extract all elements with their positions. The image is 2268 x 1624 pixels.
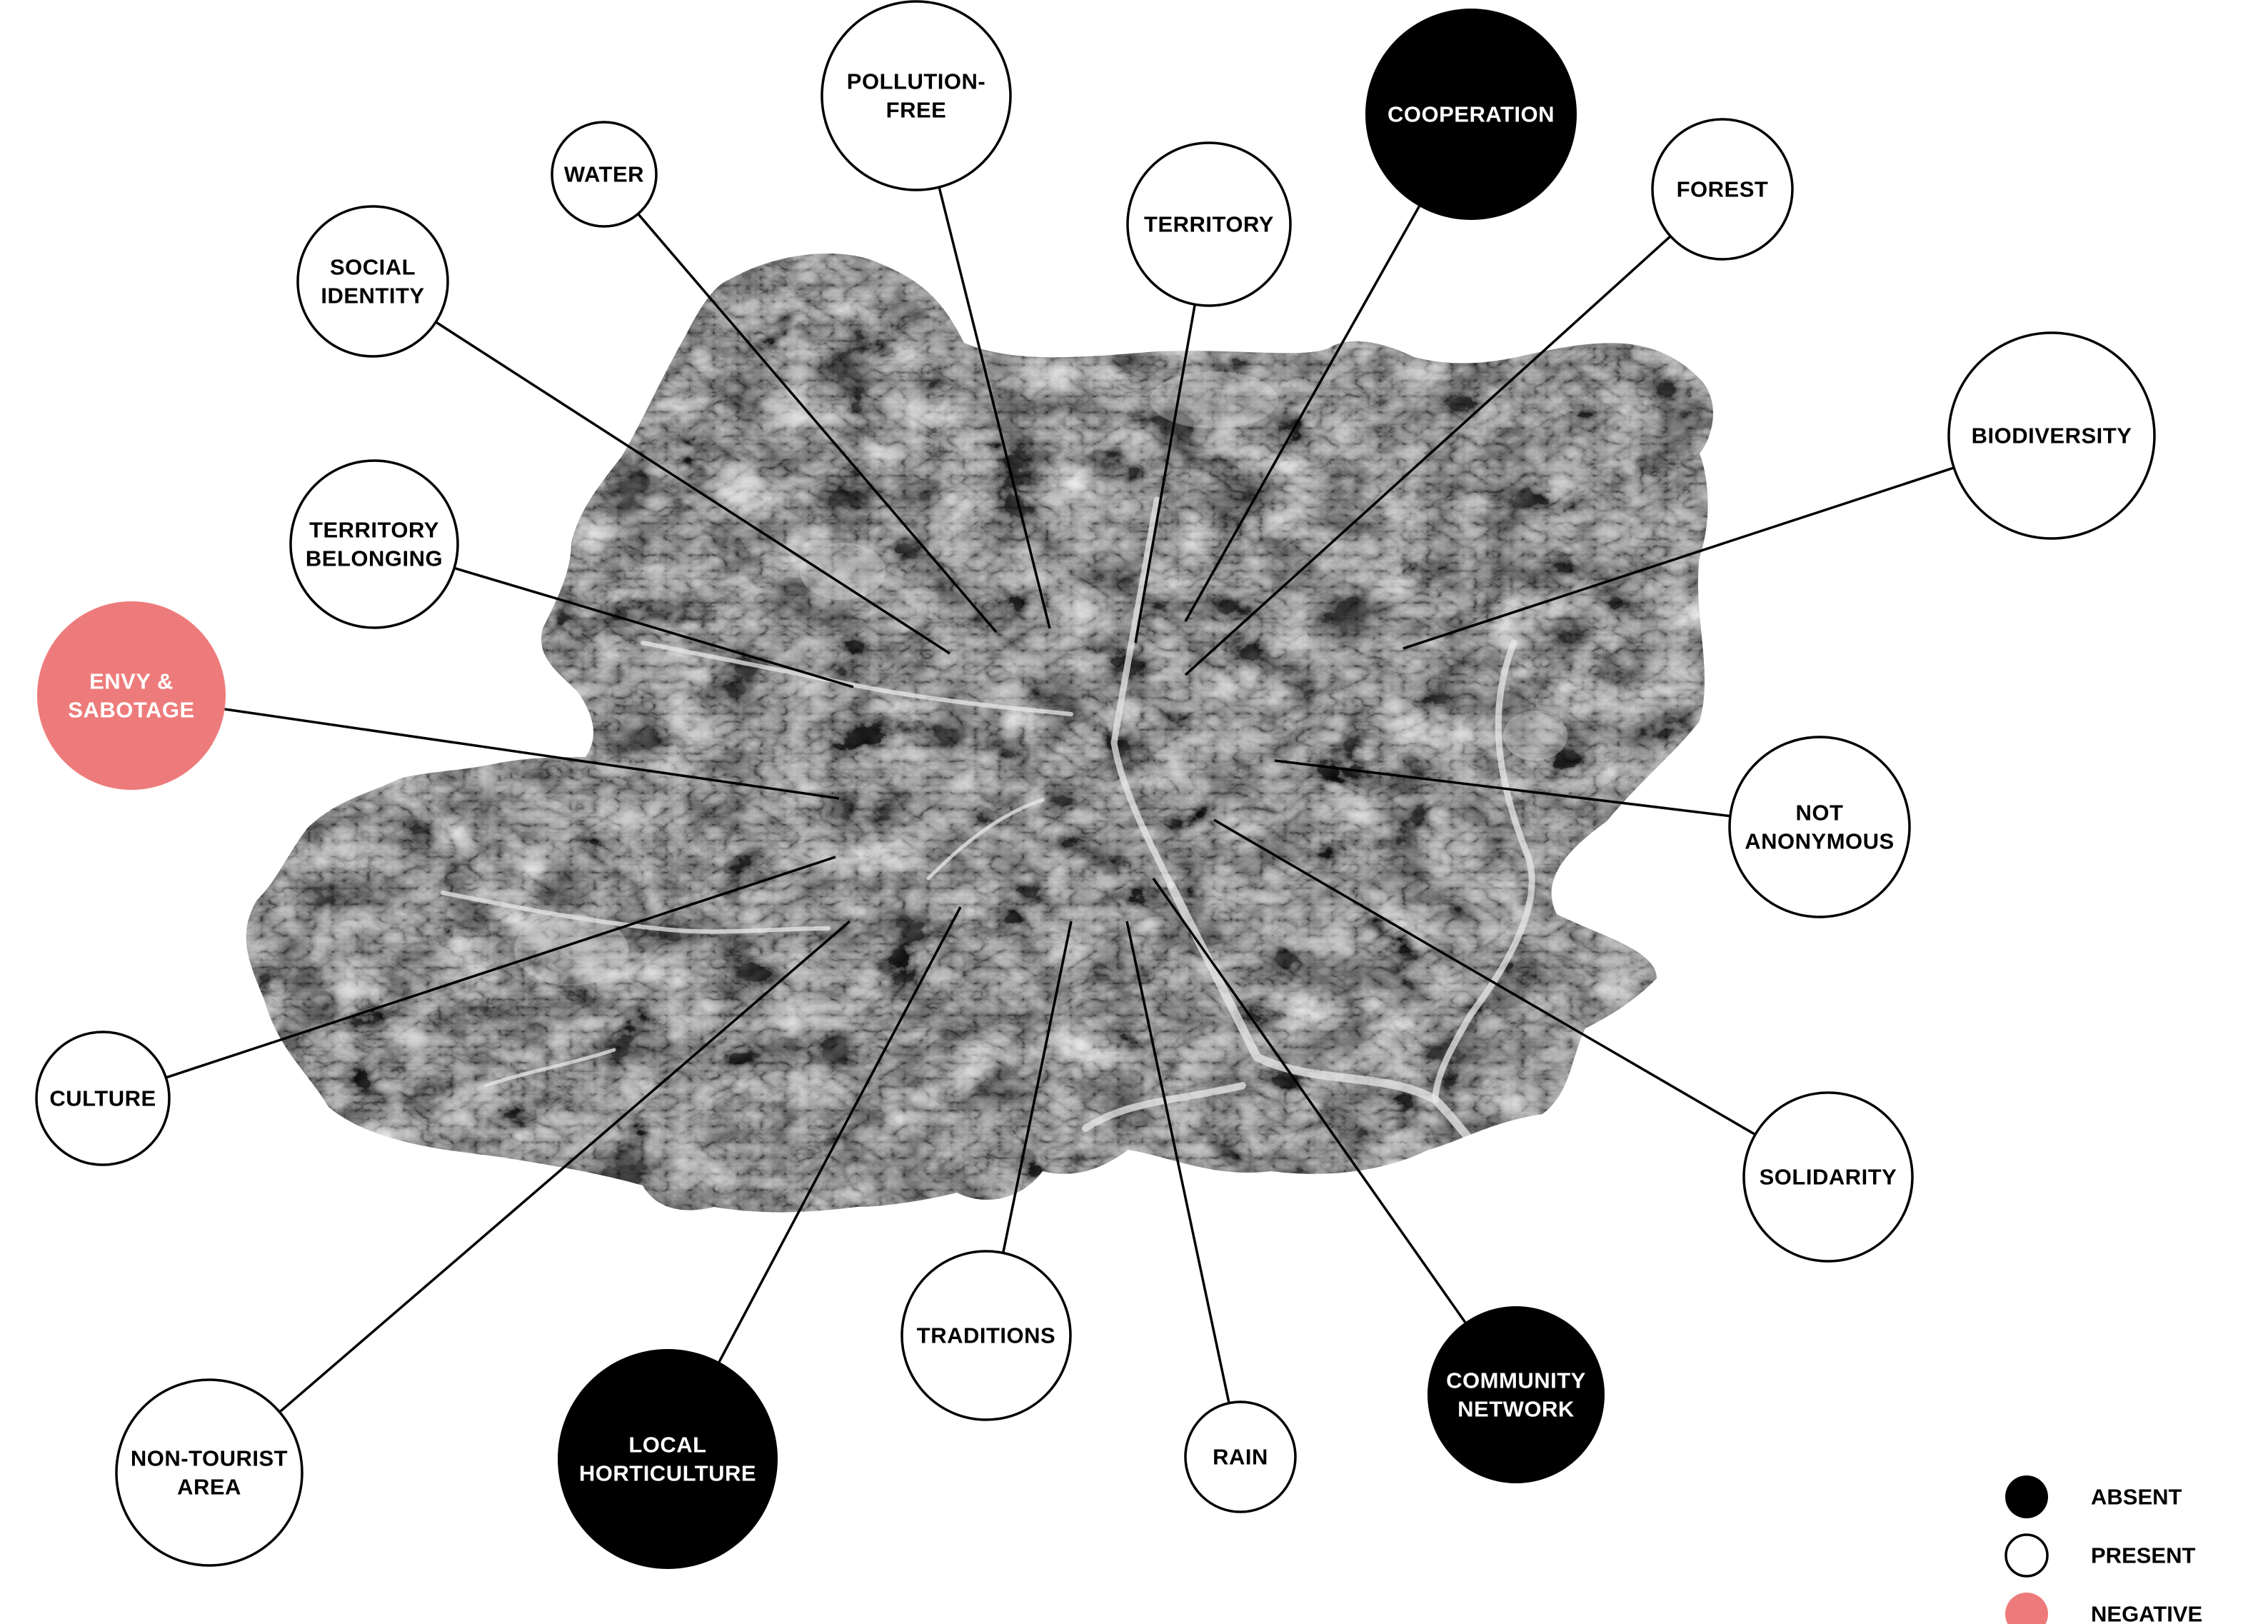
node-rain: RAIN <box>1184 1400 1297 1513</box>
node-non-tourist-area: NON-TOURIST AREA <box>115 1378 303 1567</box>
node-label-envy-sabotage: SABOTAGE <box>68 698 194 723</box>
node-label-traditions: TRADITIONS <box>917 1323 1055 1348</box>
node-water: WATER <box>551 121 658 228</box>
legend-label-negative: NEGATIVE <box>2091 1602 2202 1624</box>
connector-water <box>637 213 998 633</box>
node-circle-envy-sabotage <box>37 601 226 790</box>
node-label-envy-sabotage: ENVY & <box>89 669 174 694</box>
node-label-community-network: NETWORK <box>1457 1397 1575 1422</box>
node-circle-territory-belonging <box>289 459 459 629</box>
connector-non-tourist-area <box>279 920 851 1413</box>
node-label-solidarity: SOLIDARITY <box>1760 1165 1897 1190</box>
node-circle-biodiversity <box>1947 331 2156 540</box>
connector-community-network <box>1152 877 1467 1323</box>
node-label-water: WATER <box>564 162 644 187</box>
connector-pollution-free <box>938 186 1051 629</box>
node-circle-water <box>551 121 658 228</box>
node-circle-solidarity <box>1742 1091 1914 1263</box>
node-local-horticulture: LOCAL HORTICULTURE <box>558 1349 778 1569</box>
node-circle-local-horticulture <box>558 1349 778 1569</box>
connector-territory <box>1134 304 1196 643</box>
node-label-not-anonymous: NOT <box>1796 801 1844 826</box>
connector-solidarity <box>1213 818 1756 1136</box>
node-community-network: COMMUNITY NETWORK <box>1427 1306 1605 1483</box>
node-cooperation: COOPERATION <box>1365 9 1577 220</box>
node-label-territory: TERRITORY <box>1144 212 1274 237</box>
connector-lines <box>165 186 1955 1413</box>
node-solidarity: SOLIDARITY <box>1742 1091 1914 1263</box>
node-circle-not-anonymous <box>1728 736 1911 918</box>
legend-label-absent: ABSENT <box>2091 1485 2182 1510</box>
connector-social-identity <box>435 321 950 655</box>
connector-biodiversity <box>1403 466 1955 650</box>
node-circle-forest <box>1651 118 1794 261</box>
node-territory: TERRITORY <box>1126 141 1292 307</box>
node-label-forest: FOREST <box>1677 177 1769 202</box>
legend: ABSENT PRESENT NEGATIVE <box>2004 1475 2202 1624</box>
node-label-pollution-free: FREE <box>886 98 947 123</box>
node-label-community-network: COMMUNITY <box>1446 1368 1586 1393</box>
node-circle-social-identity <box>296 205 449 358</box>
node-label-cooperation: COOPERATION <box>1388 102 1555 127</box>
node-envy-sabotage: ENVY & SABOTAGE <box>37 601 226 790</box>
node-circle-community-network <box>1427 1306 1605 1483</box>
connector-local-horticulture <box>718 906 962 1363</box>
node-circle-non-tourist-area <box>115 1378 303 1567</box>
node-label-culture: CULTURE <box>49 1086 156 1111</box>
node-biodiversity: BIODIVERSITY <box>1947 331 2156 540</box>
connector-territory-belonging <box>453 566 854 688</box>
terrain-map <box>246 253 1713 1213</box>
node-label-local-horticulture: LOCAL <box>628 1433 706 1458</box>
node-label-social-identity: IDENTITY <box>321 284 424 309</box>
node-label-biodiversity: BIODIVERSITY <box>1972 423 2132 448</box>
node-label-territory-belonging: BELONGING <box>306 546 443 571</box>
connector-rain <box>1125 921 1230 1404</box>
connector-forest <box>1184 235 1672 676</box>
node-circle-traditions <box>900 1250 1072 1421</box>
node-label-non-tourist-area: NON-TOURIST <box>131 1446 288 1471</box>
node-culture: CULTURE <box>35 1031 171 1166</box>
connector-culture <box>165 856 836 1079</box>
legend-swatch-present <box>2004 1533 2049 1578</box>
node-label-territory-belonging: TERRITORY <box>309 518 439 543</box>
node-circle-cooperation <box>1365 9 1577 220</box>
legend-label-present: PRESENT <box>2091 1543 2195 1568</box>
node-label-social-identity: SOCIAL <box>330 255 416 280</box>
node-label-not-anonymous: ANONYMOUS <box>1745 829 1894 854</box>
node-social-identity: SOCIAL IDENTITY <box>296 205 449 358</box>
legend-swatch-absent <box>2005 1475 2048 1518</box>
node-circle-territory <box>1126 141 1292 307</box>
connector-traditions <box>1002 921 1073 1253</box>
node-pollution-free: POLLUTION- FREE <box>821 0 1012 191</box>
node-label-local-horticulture: HORTICULTURE <box>579 1461 756 1486</box>
concept-nodes: WATER POLLUTION- FREE COOPERATION FOREST TERR… <box>35 0 2156 1569</box>
connector-cooperation <box>1184 206 1420 622</box>
connector-not-anonymous <box>1274 759 1731 818</box>
node-forest: FOREST <box>1651 118 1794 261</box>
node-not-anonymous: NOT ANONYMOUS <box>1728 736 1911 918</box>
node-label-pollution-free: POLLUTION- <box>847 69 985 94</box>
node-circle-rain <box>1184 1400 1297 1513</box>
node-label-rain: RAIN <box>1213 1445 1268 1470</box>
node-territory-belonging: TERRITORY BELONGING <box>289 459 459 629</box>
legend-swatch-negative <box>2005 1593 2048 1624</box>
node-circle-pollution-free <box>821 0 1012 191</box>
node-circle-culture <box>35 1031 171 1166</box>
connector-envy-sabotage <box>224 708 840 800</box>
node-label-non-tourist-area: AREA <box>177 1475 241 1500</box>
node-traditions: TRADITIONS <box>900 1250 1072 1421</box>
